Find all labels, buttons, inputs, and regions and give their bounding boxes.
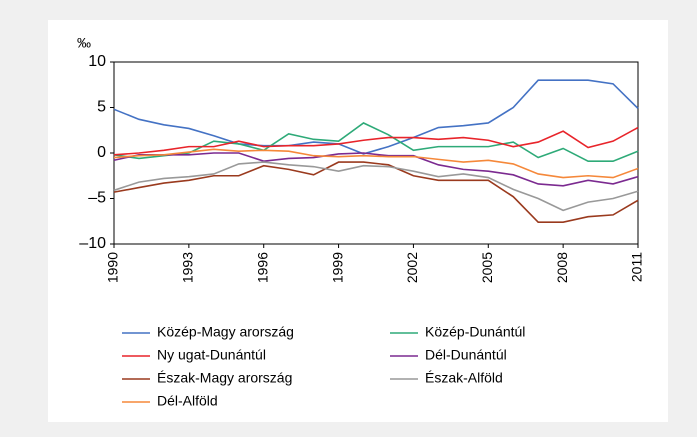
legend-label: Közép-Dunántúl bbox=[425, 324, 525, 340]
series-line bbox=[113, 126, 639, 156]
legend-label: Ny ugat-Dunántúl bbox=[157, 347, 266, 363]
legend-label: Dél-Alföld bbox=[157, 393, 218, 409]
y-tick-label: –10 bbox=[79, 235, 106, 252]
series-line bbox=[113, 148, 639, 179]
series-line bbox=[113, 161, 639, 223]
x-tick-label: 1996 bbox=[254, 252, 270, 283]
x-tick-label: 1999 bbox=[329, 252, 345, 283]
y-axis-label: ‰ bbox=[77, 35, 91, 51]
x-tick-label: 1993 bbox=[180, 252, 196, 283]
x-tick-label: 1990 bbox=[105, 252, 121, 283]
series-line bbox=[113, 79, 639, 155]
x-tick-label: 2008 bbox=[554, 252, 570, 283]
chart-area bbox=[48, 20, 668, 422]
legend-label: Észak-Alföld bbox=[425, 370, 503, 386]
x-tick-label: 2011 bbox=[629, 252, 645, 282]
series-line bbox=[113, 161, 639, 212]
legend-label: Dél-Dunántúl bbox=[425, 347, 507, 363]
legend-label: Észak-Magy arország bbox=[157, 370, 292, 386]
x-tick-label: 2002 bbox=[404, 252, 420, 283]
y-tick-label: –5 bbox=[88, 190, 106, 207]
legend-label: Közép-Magy arország bbox=[157, 324, 294, 340]
x-tick-label: 2005 bbox=[479, 252, 495, 283]
y-tick-label: 5 bbox=[97, 99, 106, 116]
y-tick-label: 0 bbox=[97, 144, 106, 161]
series-line bbox=[113, 152, 639, 187]
y-tick-label: 10 bbox=[88, 53, 106, 70]
